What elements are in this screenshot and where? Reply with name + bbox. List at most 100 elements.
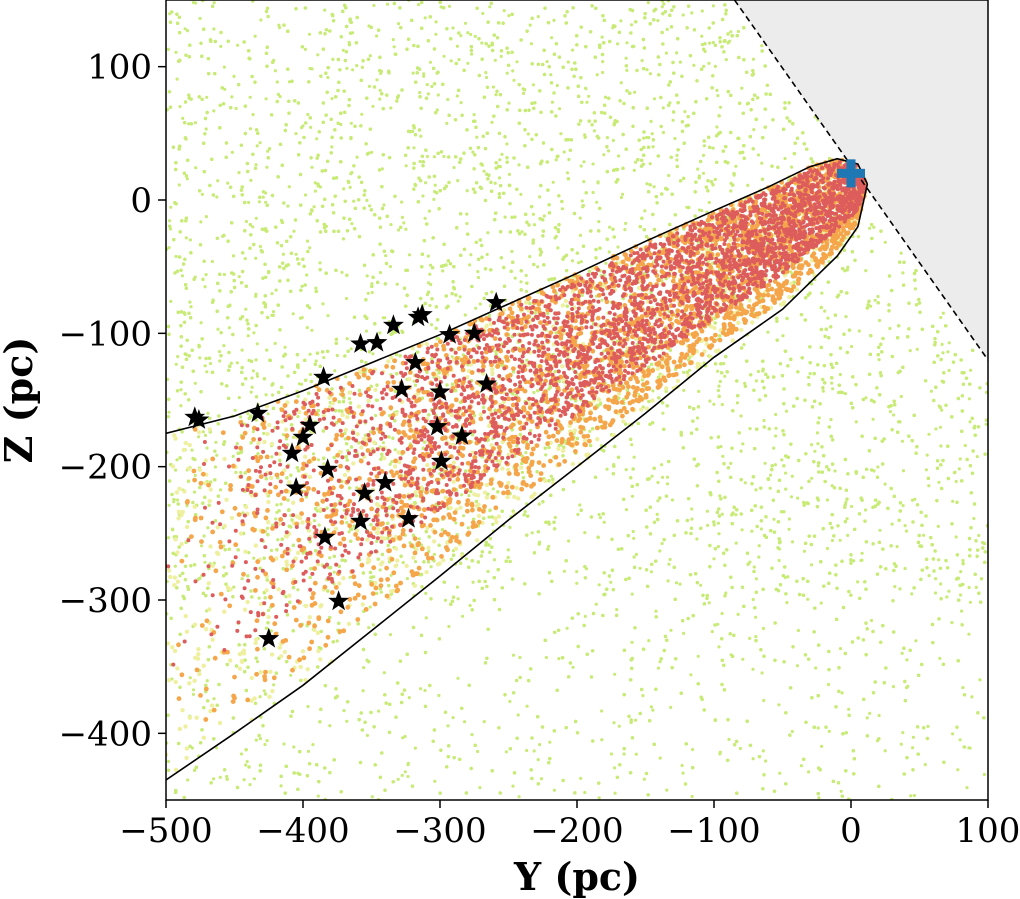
background-point <box>617 724 621 728</box>
background-point <box>264 393 268 397</box>
background-point <box>752 565 756 569</box>
background-point <box>877 358 881 362</box>
background-point <box>616 42 620 46</box>
background-point <box>813 449 817 453</box>
background-point <box>186 778 190 782</box>
background-point <box>174 468 178 472</box>
background-point <box>734 541 738 545</box>
background-point <box>305 273 309 277</box>
background-point <box>344 375 348 379</box>
background-point <box>969 368 973 372</box>
background-point <box>878 318 882 323</box>
background-point <box>961 686 965 690</box>
background-point <box>222 344 226 348</box>
background-point <box>591 190 595 195</box>
background-point <box>687 368 692 372</box>
background-point <box>233 408 237 412</box>
background-point <box>507 101 511 105</box>
background-point <box>670 498 675 502</box>
background-point <box>619 81 623 85</box>
background-point <box>389 106 393 110</box>
background-point <box>536 265 540 269</box>
background-point <box>751 757 755 761</box>
background-point <box>168 12 172 16</box>
background-point <box>689 673 693 677</box>
background-point <box>630 494 635 498</box>
background-point <box>193 473 197 478</box>
background-point <box>888 410 893 414</box>
background-point <box>524 451 528 455</box>
background-point <box>175 77 179 81</box>
background-point <box>316 458 320 462</box>
background-point <box>707 601 711 605</box>
background-point <box>168 219 172 223</box>
background-point <box>754 488 758 492</box>
background-point <box>214 440 218 444</box>
background-point <box>645 135 649 140</box>
background-point <box>199 544 204 548</box>
background-point <box>617 154 621 158</box>
background-point <box>447 4 452 8</box>
background-point <box>773 463 778 467</box>
background-point <box>275 510 279 514</box>
background-point <box>594 602 598 606</box>
background-point <box>900 651 904 656</box>
background-point <box>571 665 575 669</box>
background-point <box>582 160 586 164</box>
background-point <box>407 253 412 257</box>
background-point <box>169 299 173 303</box>
background-point <box>929 389 934 393</box>
background-point <box>752 128 756 132</box>
background-point <box>215 746 219 750</box>
background-point <box>829 417 833 422</box>
background-point <box>361 689 365 693</box>
background-point <box>251 113 255 117</box>
background-point <box>736 612 740 617</box>
background-point <box>802 549 807 553</box>
background-point <box>292 745 296 749</box>
background-point <box>857 329 861 333</box>
plot-area <box>166 0 988 800</box>
background-point <box>559 132 563 136</box>
background-point <box>428 303 432 308</box>
background-point <box>388 462 392 466</box>
background-point <box>823 309 827 313</box>
background-point <box>203 560 207 564</box>
background-point <box>656 480 660 485</box>
background-point <box>291 312 295 316</box>
background-point <box>667 562 671 566</box>
background-point <box>712 523 716 527</box>
background-point <box>819 601 823 605</box>
background-point <box>476 275 481 280</box>
background-point <box>562 569 567 573</box>
background-point <box>735 401 740 405</box>
background-point <box>815 431 820 435</box>
background-point <box>904 529 909 533</box>
background-point <box>198 16 202 21</box>
background-point <box>615 608 619 612</box>
background-point <box>631 529 635 534</box>
background-point <box>282 742 286 746</box>
background-point <box>544 655 549 660</box>
background-point <box>743 481 747 485</box>
background-point <box>720 402 724 407</box>
background-point <box>700 34 704 38</box>
background-point <box>807 375 811 379</box>
background-point <box>341 237 346 241</box>
background-point <box>779 510 783 514</box>
background-point <box>463 720 467 724</box>
background-point <box>877 713 881 718</box>
background-point <box>382 671 386 675</box>
background-point <box>645 182 649 186</box>
background-point <box>718 379 722 384</box>
background-point <box>910 592 914 596</box>
background-point <box>265 348 269 352</box>
background-point <box>198 356 202 360</box>
background-point <box>309 125 313 129</box>
background-point <box>817 416 821 420</box>
background-point <box>656 666 661 670</box>
background-point <box>402 221 406 225</box>
background-point <box>269 548 274 553</box>
background-point <box>648 72 653 76</box>
background-point <box>711 4 716 8</box>
